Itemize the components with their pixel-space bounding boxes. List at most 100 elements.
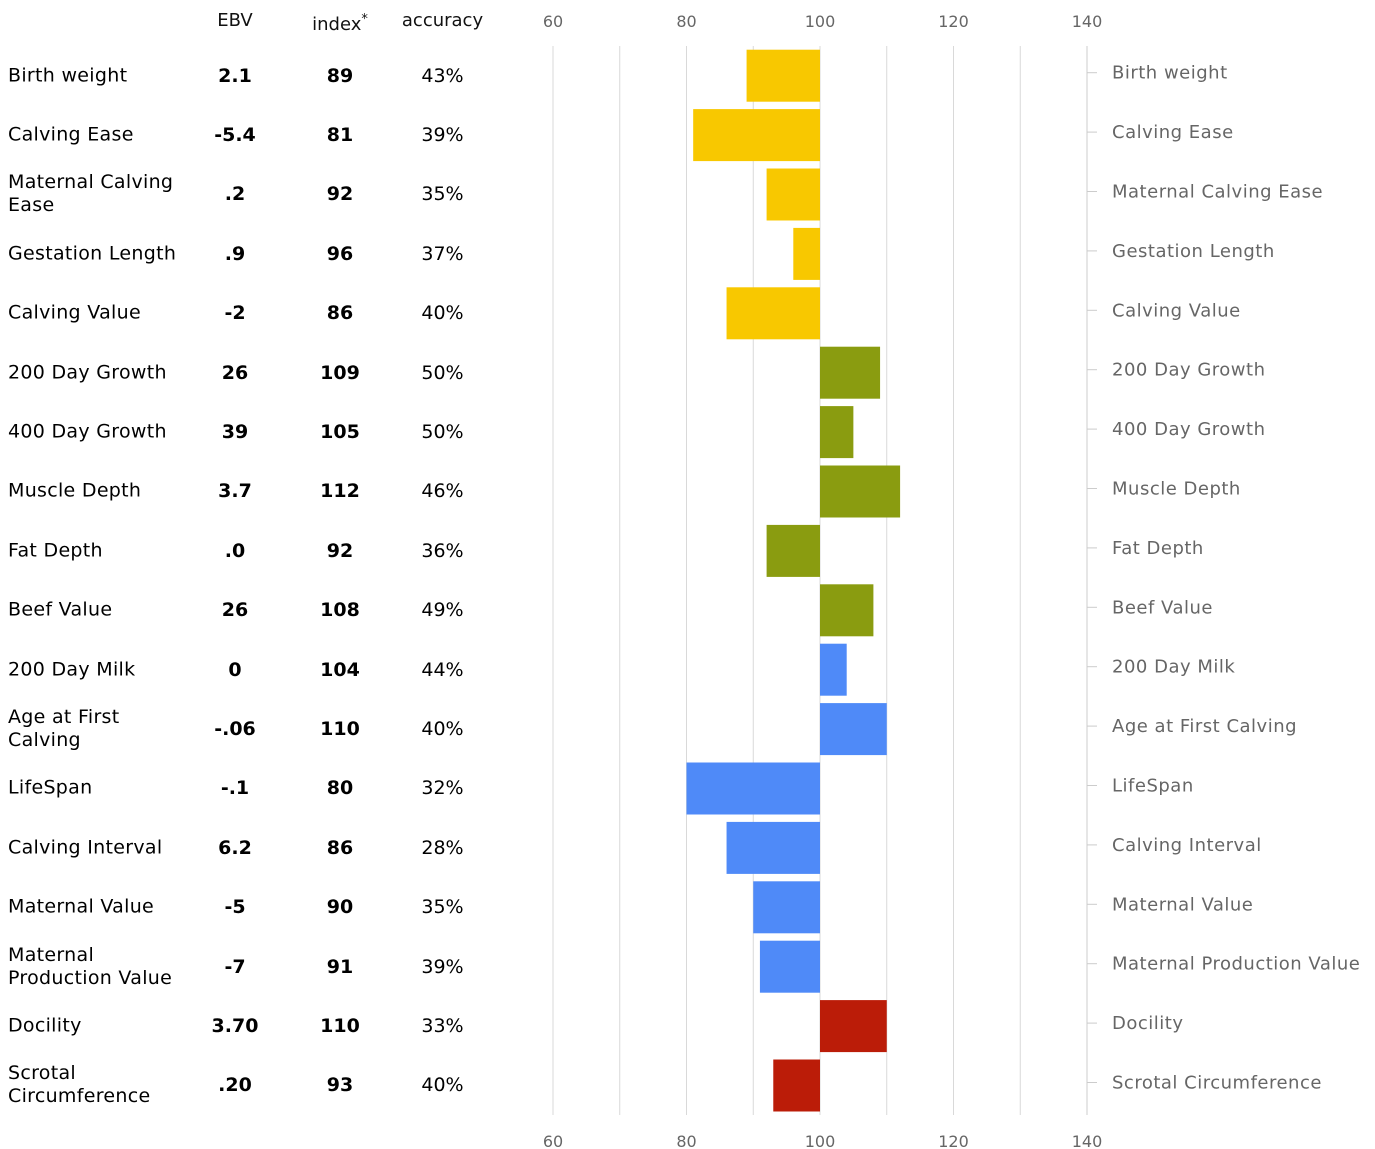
- category-label: Muscle Depth: [1112, 479, 1241, 500]
- x-tick-label-top: 80: [676, 12, 696, 31]
- accuracy-value: 50%: [421, 361, 464, 384]
- index-value: 110: [320, 717, 360, 740]
- bar: [746, 49, 820, 102]
- bar: [820, 703, 887, 756]
- accuracy-value: 39%: [421, 955, 464, 978]
- bar: [693, 109, 820, 162]
- category-label: Birth weight: [1112, 63, 1228, 84]
- table-row: Gestation Length .9 96 37%: [0, 224, 500, 283]
- accuracy-value: 39%: [421, 123, 464, 146]
- table-row: 400 Day Growth 39 105 50%: [0, 402, 500, 461]
- ebv-value: -5: [224, 896, 246, 919]
- x-tick-label-top: 120: [938, 12, 969, 31]
- category-label: Docility: [1112, 1013, 1183, 1034]
- category-label: 200 Day Milk: [1112, 657, 1235, 678]
- ebv-value: .20: [218, 1074, 252, 1097]
- header-index-mark: *: [361, 12, 368, 27]
- x-tick-label-top: 60: [543, 12, 563, 31]
- index-value: 91: [326, 955, 354, 978]
- x-tick-label-top: 140: [1072, 12, 1103, 31]
- category-label: Maternal Calving Ease: [1112, 182, 1323, 203]
- accuracy-value: 36%: [421, 539, 464, 562]
- table-row: Calving Interval 6.2 86 28%: [0, 818, 500, 877]
- category-label: Age at First Calving: [1112, 716, 1297, 737]
- bar: [820, 584, 874, 637]
- accuracy-value: 40%: [421, 717, 464, 740]
- bar: [820, 406, 854, 459]
- header-index-label: index: [312, 14, 362, 35]
- bar: [726, 287, 820, 340]
- category-label: Maternal Value: [1112, 894, 1253, 915]
- accuracy-value: 35%: [421, 183, 464, 206]
- trait-label: Age at First Calving: [8, 705, 120, 751]
- index-value: 90: [326, 896, 354, 919]
- ebv-value: 6.2: [218, 836, 252, 859]
- index-value: 86: [326, 836, 354, 859]
- category-label: LifeSpan: [1112, 776, 1194, 797]
- table-row: Maternal Value -5 90 35%: [0, 878, 500, 937]
- index-value: 89: [326, 64, 354, 87]
- category-label: Fat Depth: [1112, 538, 1204, 559]
- category-label: Calving Ease: [1112, 122, 1234, 143]
- ebv-value: 0: [228, 658, 242, 681]
- trait-label: Maternal Value: [8, 895, 155, 918]
- category-label: Scrotal Circumference: [1112, 1073, 1322, 1094]
- index-value: 86: [326, 302, 354, 325]
- accuracy-value: 40%: [421, 302, 464, 325]
- bar: [793, 227, 820, 280]
- ebv-value: .0: [224, 539, 246, 562]
- index-value: 93: [326, 1074, 354, 1097]
- table-row: 200 Day Growth 26 109 50%: [0, 343, 500, 402]
- bar: [820, 643, 847, 696]
- bar: [686, 762, 820, 815]
- x-tick-label-bottom: 140: [1072, 1132, 1103, 1149]
- accuracy-value: 35%: [421, 896, 464, 919]
- trait-label: Calving Ease: [8, 123, 134, 146]
- index-value: 105: [320, 420, 360, 443]
- trait-label: LifeSpan: [8, 776, 93, 799]
- ebv-value: -.1: [220, 777, 250, 800]
- category-label: Calving Value: [1112, 300, 1241, 321]
- x-tick-label-bottom: 60: [543, 1132, 563, 1149]
- category-label: Beef Value: [1112, 597, 1213, 618]
- trait-label: 200 Day Milk: [8, 658, 136, 680]
- bar: [759, 940, 820, 993]
- header-ebv: EBV: [217, 10, 253, 31]
- table-row: LifeSpan -.1 80 32%: [0, 759, 500, 818]
- accuracy-value: 40%: [421, 1074, 464, 1097]
- ebv-value: 26: [221, 361, 249, 384]
- index-value: 104: [320, 658, 360, 681]
- bar: [766, 168, 820, 221]
- accuracy-value: 50%: [421, 420, 464, 443]
- index-value: 80: [326, 777, 354, 800]
- table-row: Docility 3.70 110 33%: [0, 996, 500, 1055]
- table-row: Maternal Production Value -7 91 39%: [0, 937, 500, 996]
- accuracy-value: 37%: [421, 242, 464, 265]
- table-row: Muscle Depth 3.7 112 46%: [0, 462, 500, 521]
- trait-label: Beef Value: [8, 598, 113, 621]
- bar: [820, 346, 881, 399]
- trait-label: Fat Depth: [8, 539, 103, 562]
- trait-label: Maternal Production Value: [8, 943, 173, 989]
- index-value: 92: [326, 539, 354, 562]
- table-row: Calving Value -2 86 40%: [0, 284, 500, 343]
- index-value: 109: [320, 361, 360, 384]
- accuracy-value: 44%: [421, 658, 464, 681]
- table-row: Calving Ease -5.4 81 39%: [0, 105, 500, 164]
- trait-label: Muscle Depth: [8, 479, 142, 502]
- bar: [773, 1059, 820, 1112]
- accuracy-value: 49%: [421, 599, 464, 622]
- x-tick-label-bottom: 100: [805, 1132, 836, 1149]
- ebv-value: .9: [224, 242, 246, 265]
- trait-label: Calving Interval: [8, 836, 163, 859]
- x-tick-label-bottom: 80: [676, 1132, 696, 1149]
- trait-label: 200 Day Growth: [8, 361, 167, 383]
- category-label: Calving Interval: [1112, 835, 1262, 856]
- table-row: Fat Depth .0 92 36%: [0, 521, 500, 580]
- trait-label: Calving Value: [8, 301, 141, 324]
- table-row: Scrotal Circumference .20 93 40%: [0, 1056, 500, 1115]
- index-value: 112: [320, 480, 360, 503]
- accuracy-value: 32%: [421, 777, 464, 800]
- ebv-value: 2.1: [218, 64, 252, 87]
